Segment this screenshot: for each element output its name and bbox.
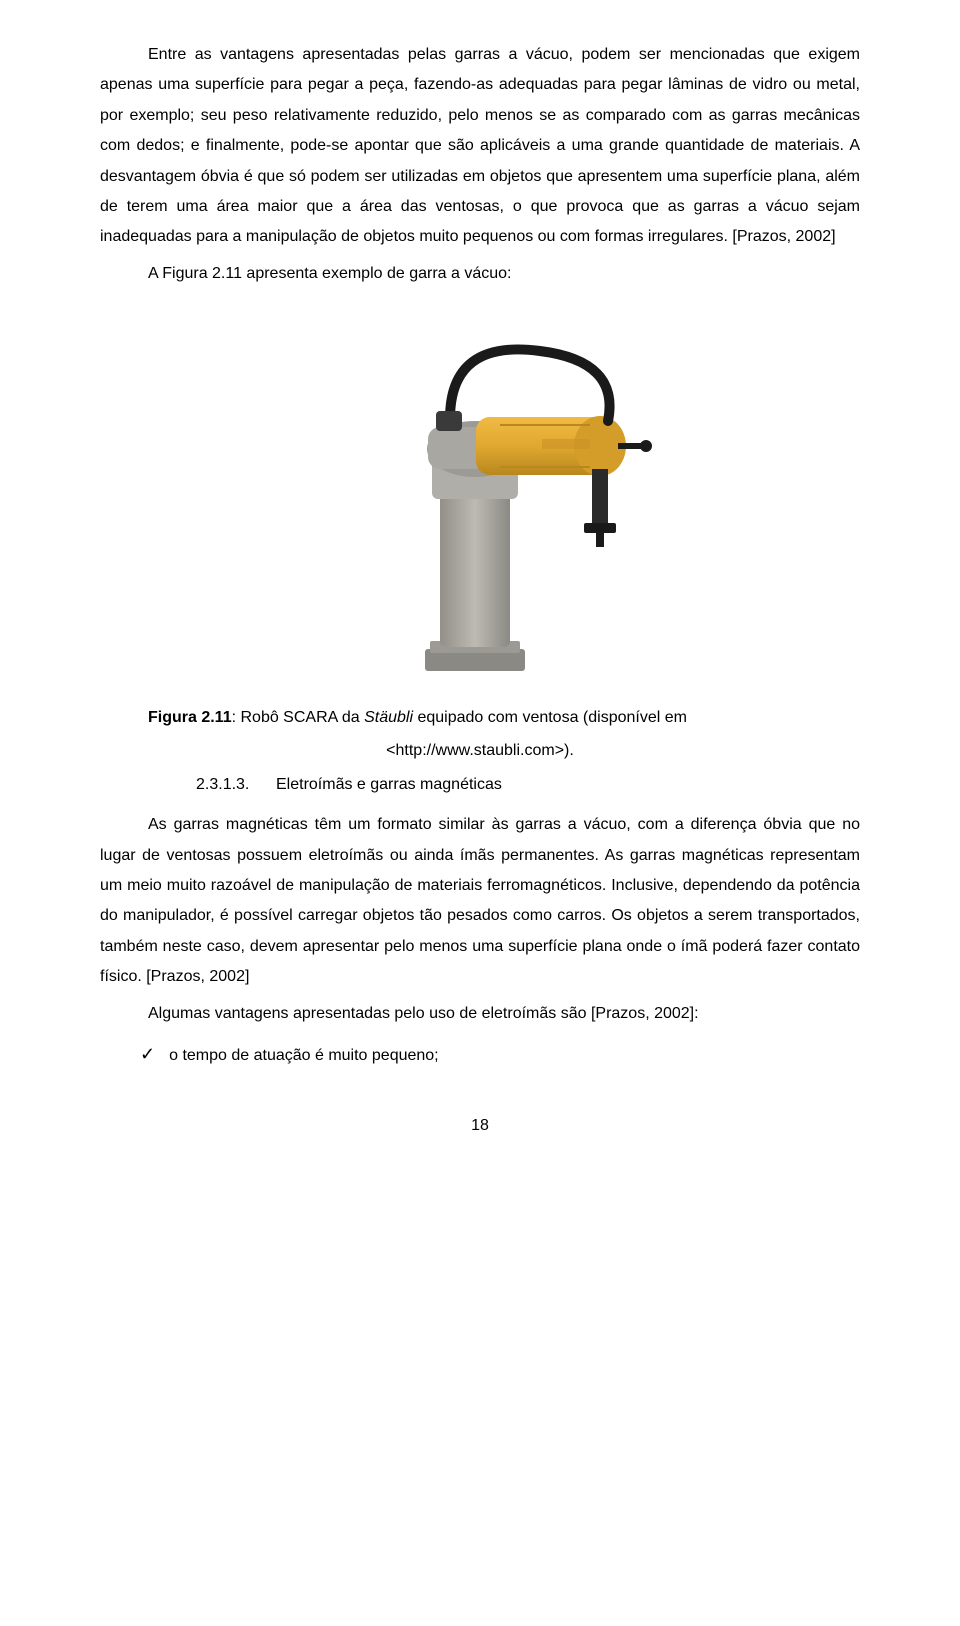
- check-icon: ✓: [140, 1037, 155, 1071]
- body-paragraph: Entre as vantagens apresentadas pelas ga…: [100, 40, 860, 253]
- figure-caption-brand: Stäubli: [364, 709, 413, 726]
- subsection-title: Eletroímãs e garras magnéticas: [276, 776, 502, 793]
- list-item: ✓ o tempo de atuação é muito pequeno;: [140, 1037, 860, 1071]
- page-number: 18: [100, 1111, 860, 1141]
- subsection-number: 2.3.1.3.: [196, 770, 276, 800]
- list-item-text: o tempo de atuação é muito pequeno;: [169, 1047, 439, 1064]
- subsection-heading: 2.3.1.3.Eletroímãs e garras magnéticas: [196, 770, 860, 800]
- figure-caption-text: equipado com ventosa (disponível em: [413, 709, 687, 726]
- body-paragraph: As garras magnéticas têm um formato simi…: [100, 810, 860, 992]
- figure-caption-url: <http://www.staubli.com>).: [100, 736, 860, 766]
- figure-caption-text: : Robô SCARA da: [232, 709, 365, 726]
- figure-caption: Figura 2.11: Robô SCARA da Stäubli equip…: [148, 703, 860, 733]
- figure-caption-label: Figura 2.11: [148, 709, 232, 726]
- figure-container: [100, 309, 860, 689]
- scara-robot-figure: [300, 309, 660, 689]
- body-paragraph: A Figura 2.11 apresenta exemplo de garra…: [100, 259, 860, 289]
- body-paragraph: Algumas vantagens apresentadas pelo uso …: [100, 999, 860, 1029]
